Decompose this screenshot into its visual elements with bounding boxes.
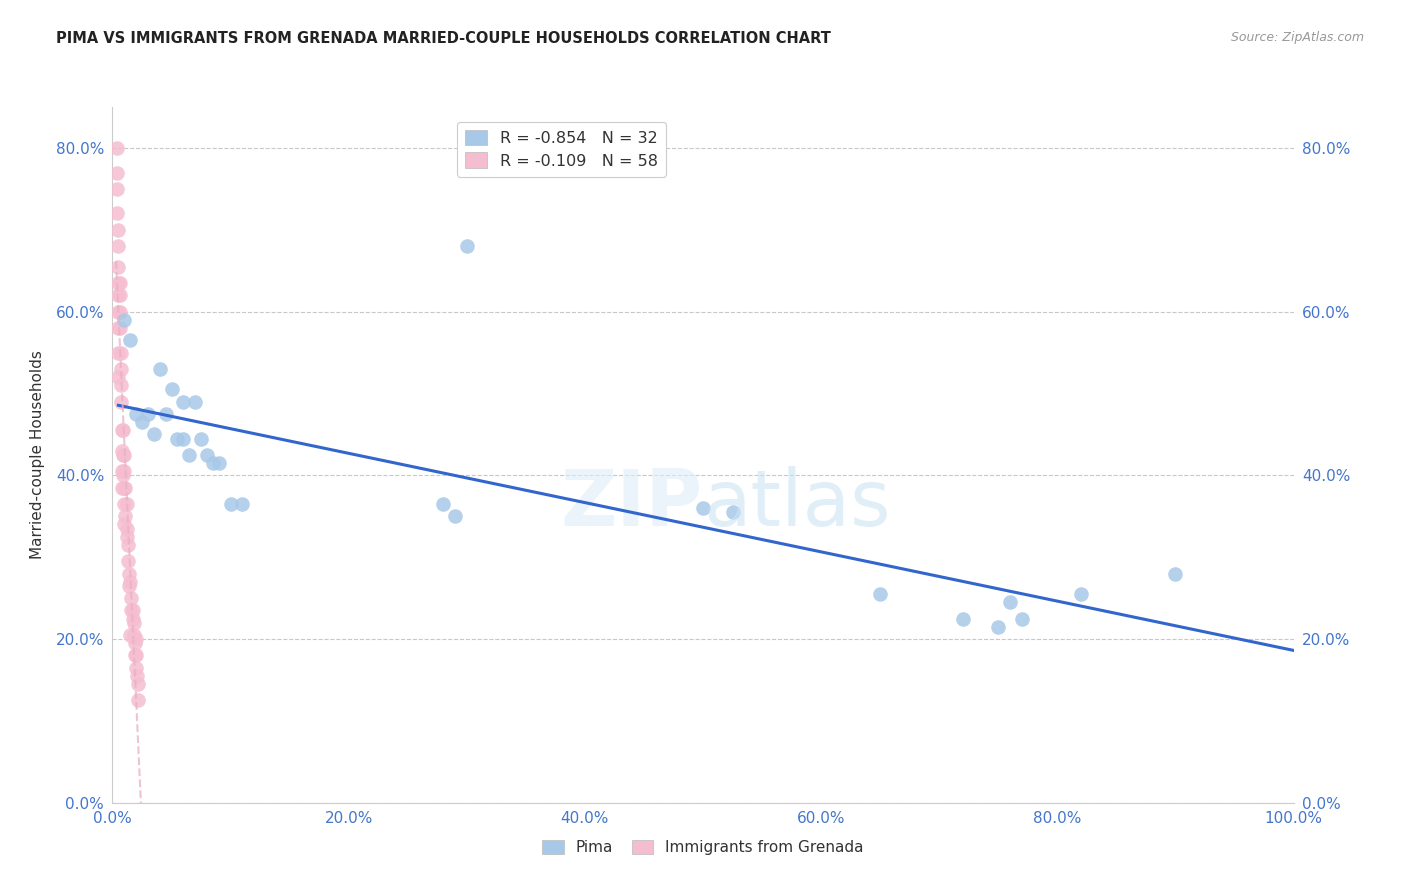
Point: [111, 481, 134, 495]
Point: [110, 378, 132, 392]
Point: [219, 497, 242, 511]
Point: [114, 481, 136, 495]
Point: [166, 432, 188, 446]
Point: [107, 223, 129, 237]
Point: [110, 362, 132, 376]
Point: [125, 632, 148, 646]
Point: [120, 591, 142, 606]
Text: atlas: atlas: [703, 466, 890, 541]
Point: [107, 304, 129, 318]
Point: [105, 141, 128, 155]
Point: [112, 313, 135, 327]
Point: [114, 509, 136, 524]
Point: [136, 407, 159, 421]
Point: [172, 432, 194, 446]
Point: [112, 448, 135, 462]
Point: [112, 481, 135, 495]
Point: [195, 448, 218, 462]
Point: [117, 554, 139, 568]
Point: [110, 345, 132, 359]
Point: [112, 468, 135, 483]
Point: [120, 334, 142, 348]
Point: [120, 603, 142, 617]
Y-axis label: Married-couple Households: Married-couple Households: [30, 351, 45, 559]
Point: [108, 276, 131, 290]
Point: [107, 288, 129, 302]
Point: [125, 648, 148, 663]
Point: [107, 276, 129, 290]
Point: [692, 501, 714, 516]
Point: [124, 648, 146, 663]
Point: [208, 456, 231, 470]
Point: [127, 669, 149, 683]
Point: [231, 497, 253, 511]
Point: [952, 612, 974, 626]
Point: [108, 288, 131, 302]
Point: [115, 530, 138, 544]
Point: [107, 370, 129, 384]
Point: [121, 612, 143, 626]
Point: [184, 394, 207, 409]
Point: [1070, 587, 1092, 601]
Point: [456, 239, 478, 253]
Text: PIMA VS IMMIGRANTS FROM GRENADA MARRIED-COUPLE HOUSEHOLDS CORRELATION CHART: PIMA VS IMMIGRANTS FROM GRENADA MARRIED-…: [56, 31, 831, 46]
Point: [112, 423, 135, 437]
Point: [721, 505, 744, 519]
Point: [125, 407, 148, 421]
Point: [110, 394, 132, 409]
Point: [142, 427, 165, 442]
Point: [111, 423, 134, 437]
Point: [112, 517, 135, 532]
Point: [115, 522, 138, 536]
Point: [112, 448, 135, 462]
Text: Source: ZipAtlas.com: Source: ZipAtlas.com: [1230, 31, 1364, 45]
Point: [105, 182, 128, 196]
Point: [105, 206, 128, 220]
Point: [105, 165, 128, 179]
Point: [987, 620, 1010, 634]
Legend: Pima, Immigrants from Grenada: Pima, Immigrants from Grenada: [536, 833, 870, 862]
Point: [108, 321, 131, 335]
Point: [432, 497, 454, 511]
Point: [155, 407, 177, 421]
Point: [1164, 566, 1187, 581]
Point: [112, 464, 135, 478]
Point: [124, 636, 146, 650]
Point: [107, 260, 129, 274]
Point: [122, 628, 145, 642]
Point: [127, 693, 149, 707]
Point: [127, 677, 149, 691]
Point: [1011, 612, 1033, 626]
Point: [107, 345, 129, 359]
Point: [160, 383, 183, 397]
Point: [120, 574, 142, 589]
Point: [118, 579, 141, 593]
Text: ZIP: ZIP: [561, 466, 703, 541]
Point: [172, 394, 194, 409]
Point: [108, 304, 131, 318]
Point: [869, 587, 891, 601]
Point: [125, 661, 148, 675]
Point: [117, 538, 139, 552]
Point: [444, 509, 467, 524]
Point: [112, 497, 135, 511]
Point: [107, 321, 129, 335]
Point: [120, 628, 142, 642]
Point: [121, 603, 143, 617]
Point: [998, 595, 1021, 609]
Point: [131, 415, 153, 429]
Point: [190, 432, 212, 446]
Point: [179, 448, 201, 462]
Point: [201, 456, 224, 470]
Point: [107, 239, 129, 253]
Point: [149, 362, 172, 376]
Point: [111, 464, 134, 478]
Point: [111, 443, 134, 458]
Point: [115, 497, 138, 511]
Point: [118, 566, 141, 581]
Point: [122, 615, 145, 630]
